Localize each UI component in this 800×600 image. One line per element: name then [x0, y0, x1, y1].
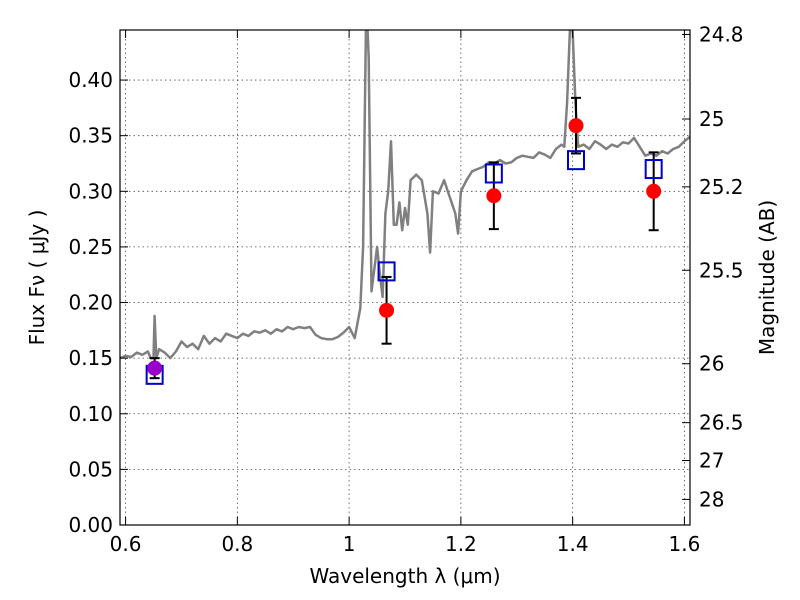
y-tick-label: 0.35 — [68, 124, 113, 148]
x-tick-label: 1.6 — [669, 532, 701, 556]
x-axis-ticks: 0.6 0.8 1 1.2 1.4 1.6 — [110, 30, 701, 556]
error-bars — [149, 96, 659, 380]
y-tick-label: 0.05 — [68, 457, 113, 481]
right-tick-label: 25.2 — [699, 175, 744, 199]
y-tick-label: 0.00 — [68, 513, 113, 537]
model-point — [644, 159, 663, 180]
plot-frame — [119, 29, 691, 526]
x-tick-label: 0.8 — [221, 532, 253, 556]
model-point — [484, 163, 503, 184]
y-tick-label: 0.20 — [68, 291, 113, 315]
model-point — [377, 261, 396, 282]
y-tick-label: 0.10 — [68, 402, 113, 426]
right-tick-label: 24.8 — [699, 22, 744, 46]
right-tick-label: 28 — [699, 487, 724, 511]
data-points — [145, 118, 663, 385]
x-tick-label: 0.6 — [110, 532, 142, 556]
y-tick-label: 0.30 — [68, 179, 113, 203]
y-axis-ticks: 0.00 0.05 0.10 0.15 0.20 0.25 0.30 0.35 0.40 — [68, 68, 128, 537]
model-point — [567, 150, 585, 171]
x-tick-label: 1.2 — [445, 532, 477, 556]
y-tick-label: 0.15 — [68, 346, 113, 370]
grid — [120, 30, 690, 526]
right-tick-label: 25 — [699, 107, 724, 131]
right-tick-label: 25.5 — [699, 258, 744, 282]
observed-point — [568, 118, 584, 134]
y-tick-label: 0.25 — [68, 235, 113, 259]
x-tick-label: 1.4 — [557, 532, 589, 556]
purple-point — [147, 360, 163, 376]
model-spectrum — [120, 30, 690, 360]
observed-point — [486, 188, 502, 204]
x-tick-label: 1 — [343, 532, 356, 556]
right-tick-label: 26.5 — [699, 411, 744, 435]
observed-point — [379, 302, 395, 318]
right-tick-label: 26 — [699, 352, 724, 376]
y-tick-label: 0.40 — [68, 68, 113, 92]
right-tick-label: 27 — [699, 448, 724, 472]
y-axis-label: Flux Fν ( μJy ) — [25, 210, 49, 346]
x-axis-label: Wavelength λ (μm) — [309, 564, 500, 588]
spectrum-line — [120, 30, 690, 360]
right-axis-label: Magnitude (AB) — [755, 200, 779, 355]
right-axis-ticks: 24.8 25 25.2 25.5 26 26.5 27 28 — [682, 22, 744, 511]
observed-point — [646, 183, 662, 199]
